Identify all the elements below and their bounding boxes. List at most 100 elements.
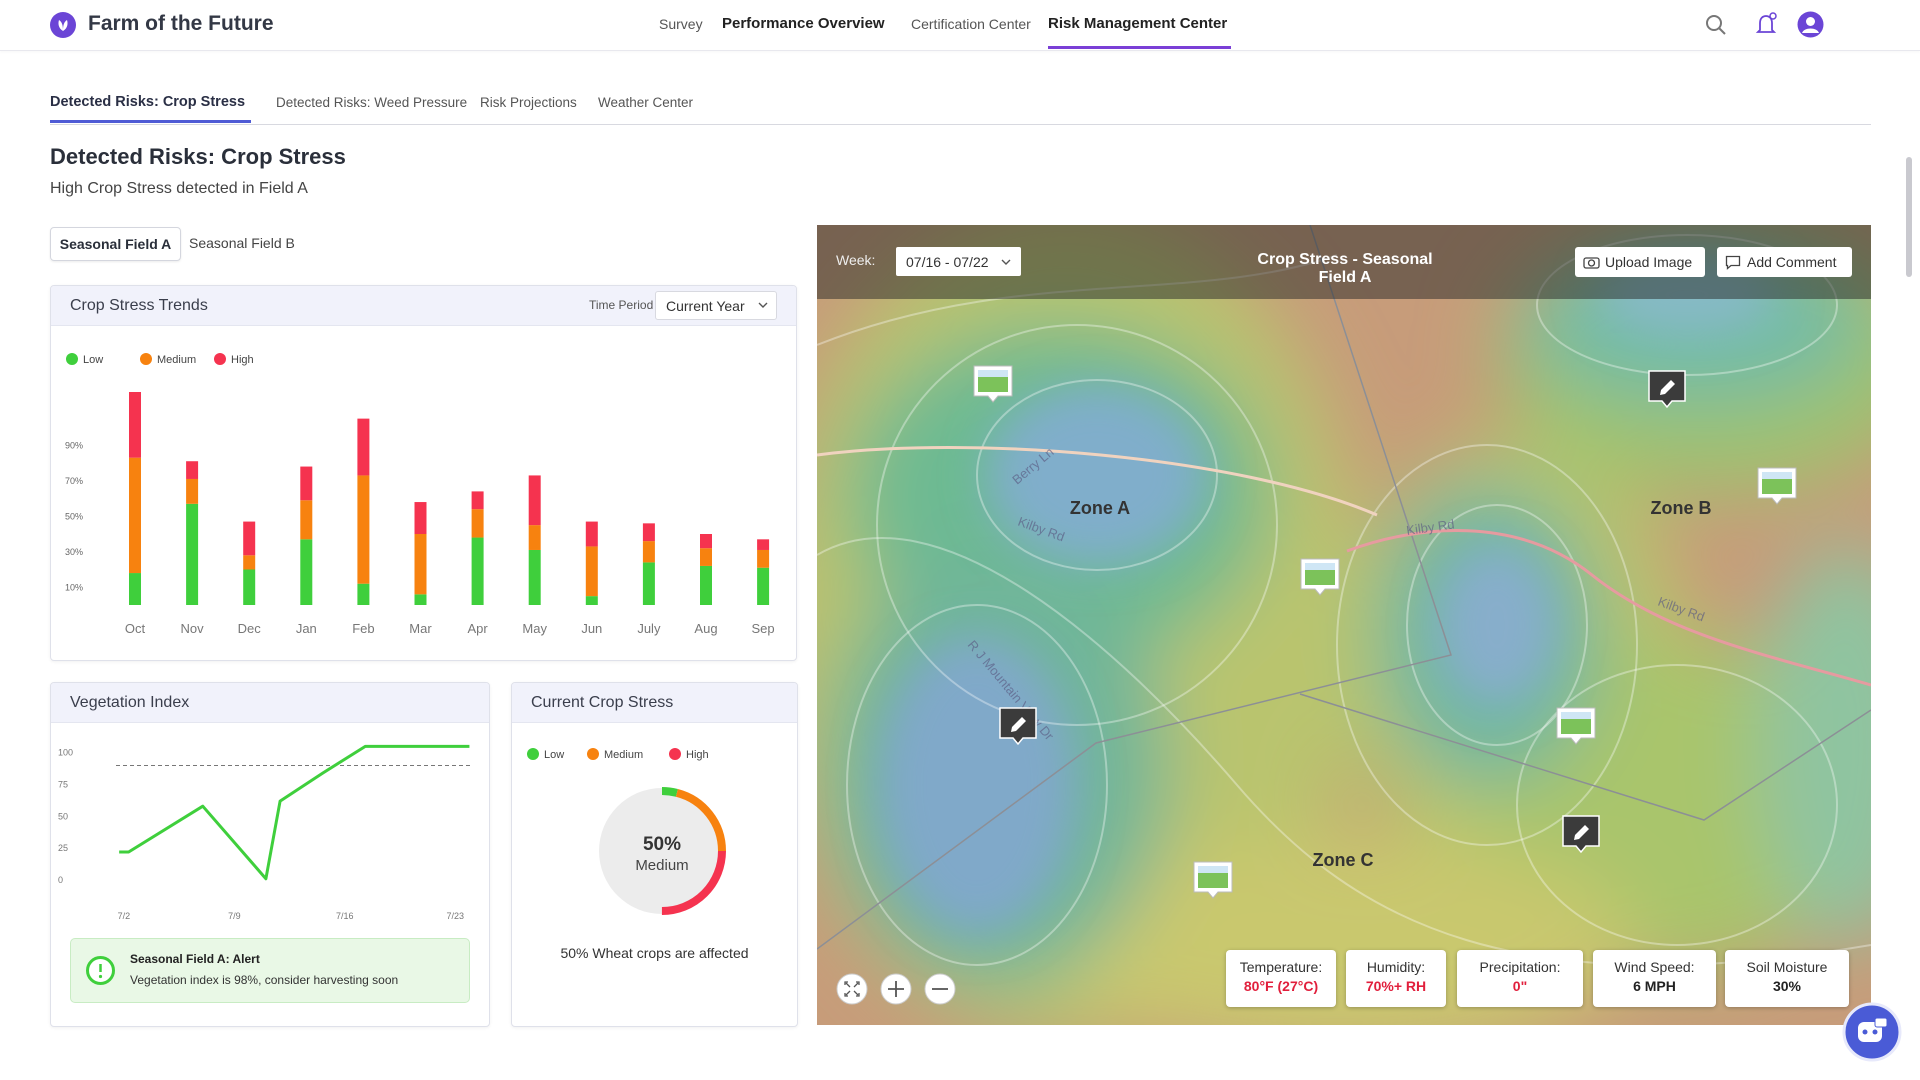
bar-segment	[700, 548, 712, 566]
weather-label: Humidity:	[1366, 959, 1426, 975]
alert-title: Seasonal Field A: Alert	[130, 952, 260, 966]
x-tick-label: May	[522, 621, 547, 636]
comment-icon	[1725, 255, 1741, 270]
current-crop-stress-card: Current Crop Stress 50% Wheat crops are …	[511, 682, 798, 1027]
zoom-out-button[interactable]	[924, 973, 956, 1005]
x-tick-label: Nov	[181, 621, 205, 636]
bar-segment	[585, 596, 598, 605]
legend-swatch	[66, 353, 78, 365]
bar-segment	[471, 509, 484, 538]
x-tick-label: Apr	[467, 621, 488, 636]
bar-segment	[186, 478, 199, 504]
y-tick-label: 70%	[65, 476, 83, 486]
tab[interactable]: Detected Risks: Weed Pressure	[276, 95, 468, 110]
y-tick-label: 90%	[65, 440, 83, 450]
legend-swatch	[214, 353, 226, 365]
tab[interactable]: Weather Center	[598, 95, 694, 110]
bar-segment	[414, 594, 427, 605]
map-panel: Berry Ln Kilby Rd R J Mountain View Dr Kilb…	[817, 225, 1871, 1025]
y-tick-label: 30%	[65, 547, 83, 557]
image-marker[interactable]	[1300, 558, 1340, 596]
dropdown-value: Current Year	[666, 298, 745, 314]
comment-marker[interactable]	[1562, 815, 1600, 854]
nav-link[interactable]: Survey	[659, 16, 703, 32]
pencil-icon	[1660, 380, 1675, 395]
bar-segment	[357, 475, 370, 584]
card-title: Current Crop Stress	[531, 694, 674, 711]
bar-segment	[700, 565, 712, 605]
donut-caption: 50% Wheat crops are affected	[560, 945, 749, 961]
bar-segment	[528, 525, 541, 550]
card-title: Crop Stress Trends	[70, 297, 208, 314]
vegetation-line	[119, 744, 470, 881]
nav-link[interactable]: Performance Overview	[722, 15, 885, 32]
tab[interactable]: Risk Projections	[480, 95, 577, 110]
y-tick-label: 10%	[65, 582, 83, 592]
comment-marker[interactable]	[999, 707, 1037, 746]
bar-segment	[300, 466, 313, 501]
donut-background	[599, 788, 725, 914]
x-tick-label: 7/9	[228, 911, 241, 921]
field-tab-active[interactable]: Seasonal Field A	[50, 227, 181, 261]
week-dropdown[interactable]: 07/16 - 07/22	[896, 247, 1021, 276]
field-tab[interactable]: Seasonal Field B	[189, 235, 295, 251]
bar-segment	[129, 392, 141, 458]
donut-segment	[598, 787, 726, 915]
marker-sky	[1561, 712, 1591, 719]
top-bar	[0, 0, 1920, 51]
dropdown-chevron	[758, 302, 768, 308]
bar-segment	[642, 541, 655, 563]
bar-segment	[757, 567, 770, 605]
tab-divider	[50, 124, 1871, 125]
bar-segment	[300, 500, 313, 540]
bar-segment	[300, 539, 313, 605]
bar-segment	[642, 562, 655, 605]
legend-swatch	[527, 748, 539, 760]
vegetation-index-chart: 0 25 50 75 100 7/2 7/9 7/16 7/23	[58, 744, 471, 921]
add-comment-button[interactable]: Add Comment	[1717, 247, 1852, 277]
nav-link-active[interactable]: Risk Management Center	[1048, 15, 1228, 32]
notification-icon[interactable]	[1754, 11, 1780, 37]
tab-active[interactable]: Detected Risks: Crop Stress	[50, 94, 246, 110]
search-icon[interactable]	[1704, 13, 1728, 37]
brand-name: Farm of the Future	[88, 12, 274, 35]
y-tick-label: 0	[58, 875, 63, 885]
marker-sky	[978, 370, 1008, 377]
legend-label: Low	[544, 749, 564, 761]
x-tick-label: Aug	[694, 621, 717, 636]
scrollbar-thumb[interactable]	[1906, 157, 1912, 277]
button-label: Upload Image	[1605, 254, 1693, 270]
card-title: Vegetation Index	[70, 694, 190, 711]
user-avatar[interactable]	[1797, 11, 1824, 38]
x-tick-label: 7/2	[118, 911, 131, 921]
current-crop-stress-chart: Low Medium High 50% Medium	[527, 748, 726, 915]
y-tick-label: 75	[58, 780, 68, 790]
image-marker[interactable]	[1556, 707, 1596, 745]
fullscreen-button[interactable]	[836, 973, 868, 1005]
camera-icon	[1583, 257, 1600, 269]
legend-label: High	[686, 749, 709, 761]
bar-segment	[642, 523, 655, 542]
roads	[817, 225, 1871, 950]
bar-segment	[186, 461, 199, 479]
bar-segment	[585, 546, 598, 597]
comment-marker[interactable]	[1648, 370, 1686, 409]
bar-segment	[528, 475, 541, 526]
image-marker[interactable]	[1193, 861, 1233, 899]
donut-center-label: Medium	[635, 857, 688, 874]
time-period-dropdown[interactable]: Current Year	[655, 291, 777, 320]
pencil-icon	[1011, 717, 1026, 732]
zoom-in-button[interactable]	[880, 973, 912, 1005]
x-tick-label: Jan	[296, 621, 317, 636]
bar-segment	[129, 573, 141, 605]
donut-segment	[598, 787, 726, 915]
bar-segment	[414, 534, 427, 595]
upload-image-button[interactable]: Upload Image	[1575, 247, 1705, 277]
chatbot-button[interactable]	[1842, 1002, 1902, 1062]
week-value: 07/16 - 07/22	[906, 254, 989, 270]
image-marker[interactable]	[973, 365, 1013, 403]
nav-link[interactable]: Certification Center	[911, 16, 1031, 32]
image-marker[interactable]	[1757, 467, 1797, 505]
